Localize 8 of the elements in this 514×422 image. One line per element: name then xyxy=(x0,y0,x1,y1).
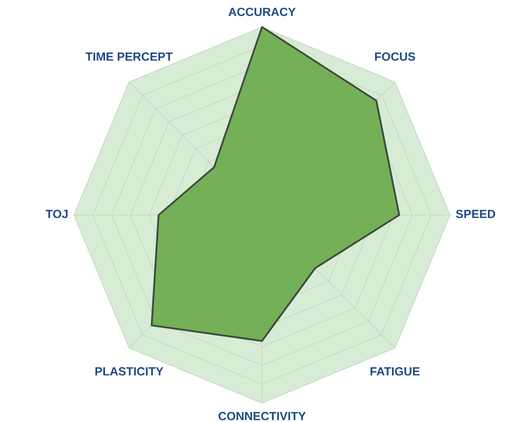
spoke-label: ACCURACY xyxy=(228,8,296,16)
spoke-label: CONNECTIVITY xyxy=(218,412,306,420)
spoke-label: PLASTICITY xyxy=(95,367,164,376)
spoke-label: TIME PERCEPT xyxy=(86,52,173,61)
spoke-label: FOCUS xyxy=(375,52,416,61)
spoke-label: FATIGUE xyxy=(370,367,420,376)
spoke-label: SPEED xyxy=(456,210,496,218)
spoke-label: TOJ xyxy=(46,210,68,218)
